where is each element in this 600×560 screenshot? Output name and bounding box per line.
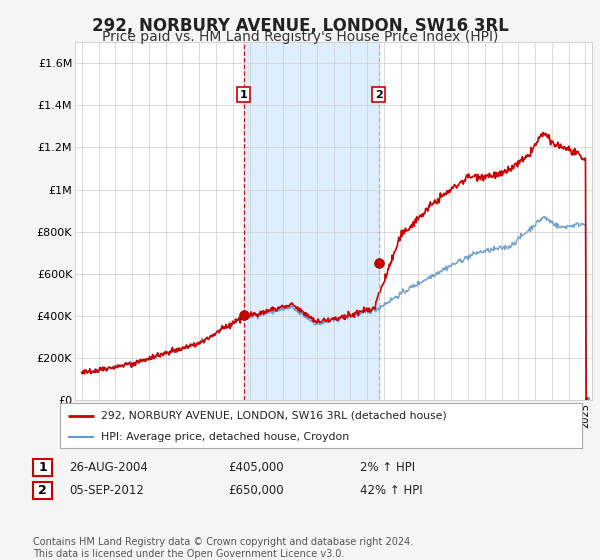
- Text: 292, NORBURY AVENUE, LONDON, SW16 3RL: 292, NORBURY AVENUE, LONDON, SW16 3RL: [92, 17, 508, 35]
- Text: 2% ↑ HPI: 2% ↑ HPI: [360, 461, 415, 474]
- Text: Price paid vs. HM Land Registry's House Price Index (HPI): Price paid vs. HM Land Registry's House …: [102, 30, 498, 44]
- Text: 26-AUG-2004: 26-AUG-2004: [69, 461, 148, 474]
- Text: 05-SEP-2012: 05-SEP-2012: [69, 484, 144, 497]
- Text: Contains HM Land Registry data © Crown copyright and database right 2024.
This d: Contains HM Land Registry data © Crown c…: [33, 537, 413, 559]
- Text: 292, NORBURY AVENUE, LONDON, SW16 3RL (detached house): 292, NORBURY AVENUE, LONDON, SW16 3RL (d…: [101, 410, 446, 421]
- Text: 1: 1: [240, 90, 248, 100]
- Bar: [244, 42, 379, 400]
- Text: £405,000: £405,000: [228, 461, 284, 474]
- Text: £650,000: £650,000: [228, 484, 284, 497]
- Text: 2: 2: [38, 484, 47, 497]
- Text: 1: 1: [38, 461, 47, 474]
- Text: 42% ↑ HPI: 42% ↑ HPI: [360, 484, 422, 497]
- Text: 2: 2: [375, 90, 382, 100]
- Text: HPI: Average price, detached house, Croydon: HPI: Average price, detached house, Croy…: [101, 432, 349, 442]
